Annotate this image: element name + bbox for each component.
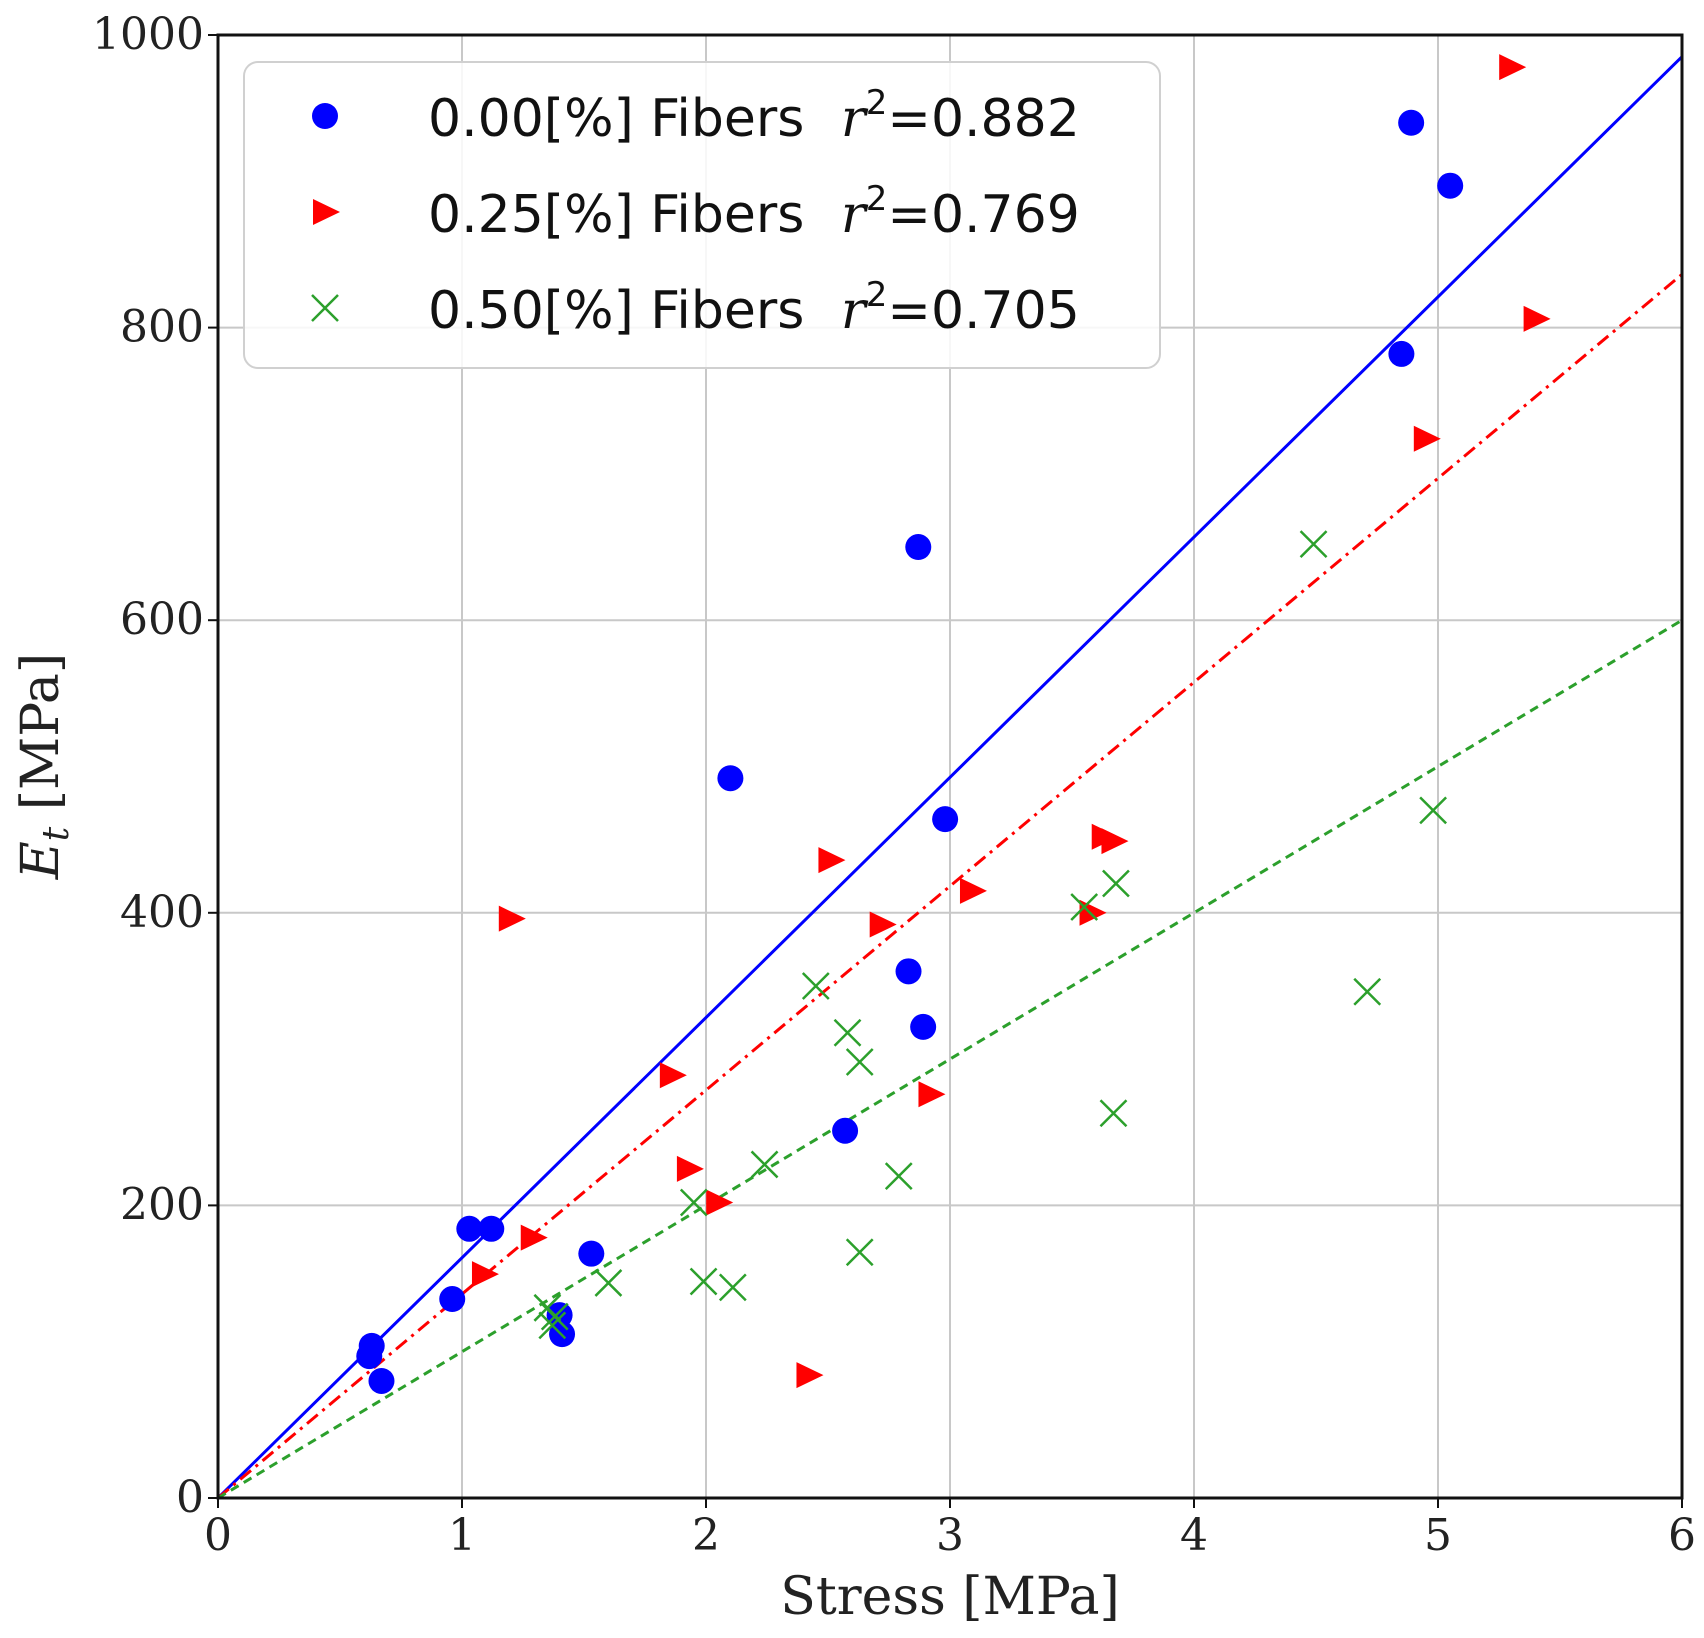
legend-label-0-value: =0.882 [887, 89, 1079, 149]
data-point-2 [540, 1302, 569, 1331]
data-point-1 [706, 1189, 734, 1216]
fit-line-0 [216, 55, 1684, 1500]
legend-label-0-r: r [841, 89, 869, 149]
data-point-2 [718, 1273, 747, 1302]
x-tick-label: 5 [1424, 1510, 1452, 1561]
legend-label-1: 0.25[%] Fibers r2=0.769 [428, 179, 1080, 245]
data-point-1 [659, 1062, 687, 1089]
data-points [356, 54, 1551, 1394]
data-point-1 [918, 1081, 946, 1108]
data-point-1 [796, 1362, 824, 1389]
legend-label-1-value: =0.769 [887, 185, 1079, 245]
data-point-0 [832, 1117, 859, 1144]
data-point-0 [895, 958, 922, 985]
x-tick-label: 6 [1668, 1510, 1696, 1561]
x-tick-label: 3 [936, 1510, 964, 1561]
data-point-1 [1499, 54, 1527, 81]
data-point-2 [1070, 893, 1099, 921]
legend-marker-0 [312, 103, 338, 129]
y-tick-label: 0 [176, 1472, 204, 1523]
data-point-0 [439, 1286, 466, 1313]
legend-label-2-exp: 2 [866, 275, 888, 315]
x-tick-label: 4 [1180, 1510, 1208, 1561]
data-point-1 [471, 1261, 499, 1288]
y-axis-title-sub: t [36, 826, 77, 841]
y-tick-label: 200 [120, 1179, 204, 1230]
axis-ticks: 0 1 2 3 4 5 6 0 200 400 600 800 1000 [92, 9, 1696, 1561]
data-point-2 [884, 1162, 913, 1191]
data-point-2 [689, 1267, 718, 1296]
y-tick-label: 800 [120, 302, 204, 353]
legend-label-0: 0.00[%] Fibers r2=0.882 [428, 83, 1080, 149]
y-tick-label: 400 [120, 887, 204, 938]
data-point-0 [717, 765, 744, 792]
data-point-2 [1419, 796, 1448, 825]
data-point-1 [1101, 828, 1129, 855]
y-axis-title-unit: [MPa] [11, 653, 71, 827]
legend-label-2-value: =0.705 [887, 281, 1079, 341]
legend-label-1-r: r [841, 185, 869, 245]
data-point-2 [1099, 1099, 1128, 1128]
data-point-1 [818, 847, 846, 874]
x-tick-label: 2 [692, 1510, 720, 1561]
fit-lines [216, 55, 1684, 1500]
data-point-1 [1523, 305, 1551, 332]
x-tick-label: 1 [448, 1510, 476, 1561]
y-axis-title-main: E [11, 841, 71, 880]
data-point-0 [546, 1302, 573, 1329]
legend-label-1-text: 0.25[%] Fibers [428, 185, 804, 245]
data-point-1 [498, 905, 526, 932]
legend-label-2: 0.50[%] Fibers r2=0.705 [428, 275, 1080, 341]
legend-markers [311, 103, 340, 322]
data-point-2 [679, 1188, 708, 1217]
legend-box [243, 61, 1161, 369]
data-point-0 [905, 534, 932, 561]
legend-marker-1 [313, 199, 340, 225]
data-point-1 [676, 1155, 704, 1182]
data-point-0 [1398, 109, 1425, 136]
legend-marker-2 [311, 294, 339, 322]
data-point-0 [358, 1332, 385, 1359]
legend-label-1-exp: 2 [866, 179, 888, 219]
svg-text:Et [MPa]: Et [MPa] [11, 653, 77, 880]
data-point-2 [1353, 977, 1382, 1006]
data-point-0 [910, 1013, 937, 1040]
data-point-2 [845, 1238, 874, 1267]
data-point-2 [594, 1269, 623, 1297]
x-tick-label: 0 [204, 1510, 232, 1561]
data-point-0 [932, 806, 959, 833]
data-point-2 [845, 1048, 874, 1076]
data-point-2 [1299, 530, 1328, 559]
legend-label-2-r: r [841, 281, 869, 341]
data-point-1 [520, 1224, 548, 1251]
y-tick-label: 1000 [92, 9, 204, 60]
y-axis-title: Et [MPa] [11, 653, 77, 880]
legend: 0.00[%] Fibers r2=0.882 0.25[%] Fibers r… [243, 61, 1161, 369]
legend-label-0-exp: 2 [866, 83, 888, 123]
data-point-0 [1437, 172, 1464, 199]
data-point-2 [833, 1018, 862, 1047]
data-point-2 [538, 1311, 567, 1340]
data-point-2 [801, 972, 830, 1000]
data-point-1 [869, 911, 897, 938]
data-point-0 [368, 1367, 395, 1394]
data-point-0 [1388, 340, 1415, 367]
data-point-1 [959, 877, 987, 904]
data-point-2 [750, 1150, 779, 1179]
legend-label-2-text: 0.50[%] Fibers [428, 281, 804, 341]
data-point-2 [1102, 869, 1130, 898]
data-point-1 [1413, 425, 1441, 452]
y-tick-label: 600 [120, 594, 204, 645]
data-point-0 [456, 1215, 483, 1242]
data-point-0 [478, 1215, 505, 1242]
x-axis-title: Stress [MPa] [780, 1567, 1120, 1627]
data-point-0 [578, 1240, 605, 1267]
data-point-1 [1079, 899, 1107, 926]
legend-label-0-text: 0.00[%] Fibers [428, 89, 804, 149]
